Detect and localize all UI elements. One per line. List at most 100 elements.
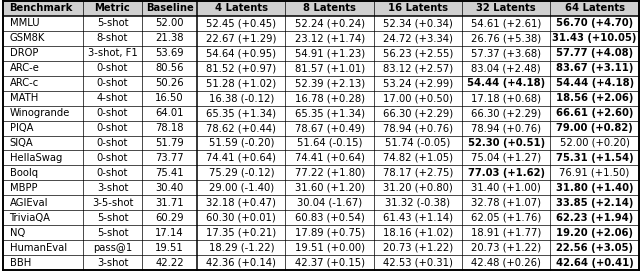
- Text: 51.59 (-0.20): 51.59 (-0.20): [209, 138, 274, 148]
- Text: 3-5-shot: 3-5-shot: [92, 198, 133, 208]
- Text: 52.00 (+0.20): 52.00 (+0.20): [559, 138, 630, 148]
- Text: 32 Latents: 32 Latents: [476, 3, 536, 13]
- Text: 17.35 (+0.21): 17.35 (+0.21): [206, 228, 276, 238]
- Text: 31.32 (-0.38): 31.32 (-0.38): [385, 198, 451, 208]
- Text: 42.53 (+0.31): 42.53 (+0.31): [383, 258, 453, 268]
- Text: 30.40: 30.40: [156, 183, 184, 193]
- Text: HellaSwag: HellaSwag: [10, 153, 62, 163]
- Text: pass@1: pass@1: [93, 243, 132, 253]
- Text: 18.56 (+2.06): 18.56 (+2.06): [556, 93, 633, 103]
- Text: 19.20 (+2.06): 19.20 (+2.06): [556, 228, 633, 238]
- Text: 77.22 (+1.80): 77.22 (+1.80): [294, 168, 365, 178]
- Bar: [83, 1, 142, 15]
- Text: Boolq: Boolq: [10, 168, 38, 178]
- Bar: [550, 1, 639, 15]
- Text: 19.51 (+0.00): 19.51 (+0.00): [294, 243, 365, 253]
- Text: 51.79: 51.79: [156, 138, 184, 148]
- Text: 17.00 (+0.50): 17.00 (+0.50): [383, 93, 453, 103]
- Text: Metric: Metric: [95, 3, 131, 13]
- Text: 17.14: 17.14: [156, 228, 184, 238]
- Text: 66.30 (+2.29): 66.30 (+2.29): [383, 108, 453, 118]
- Text: 52.24 (+0.24): 52.24 (+0.24): [294, 18, 365, 28]
- Text: 78.17 (+2.75): 78.17 (+2.75): [383, 168, 453, 178]
- Text: PIQA: PIQA: [10, 123, 33, 133]
- Text: 54.44 (+4.18): 54.44 (+4.18): [467, 78, 545, 88]
- Text: 5-shot: 5-shot: [97, 228, 128, 238]
- Text: 51.74 (-0.05): 51.74 (-0.05): [385, 138, 451, 148]
- Bar: [142, 1, 197, 15]
- Text: MMLU: MMLU: [10, 18, 39, 28]
- Text: AGIEval: AGIEval: [10, 198, 48, 208]
- Text: 31.40 (+1.00): 31.40 (+1.00): [472, 183, 541, 193]
- Text: 79.00 (+0.82): 79.00 (+0.82): [556, 123, 633, 133]
- Text: 4-shot: 4-shot: [97, 93, 128, 103]
- Text: 81.57 (+1.01): 81.57 (+1.01): [294, 63, 365, 73]
- Text: 16.78 (+0.28): 16.78 (+0.28): [294, 93, 365, 103]
- Text: 74.41 (+0.64): 74.41 (+0.64): [294, 153, 365, 163]
- Text: 81.52 (+0.97): 81.52 (+0.97): [206, 63, 276, 73]
- Text: 66.30 (+2.29): 66.30 (+2.29): [471, 108, 541, 118]
- Text: 60.83 (+0.54): 60.83 (+0.54): [295, 213, 365, 223]
- Text: 30.04 (-1.67): 30.04 (-1.67): [297, 198, 362, 208]
- Text: 57.37 (+3.68): 57.37 (+3.68): [471, 48, 541, 58]
- Text: 52.45 (+0.45): 52.45 (+0.45): [206, 18, 276, 28]
- Text: 56.23 (+2.55): 56.23 (+2.55): [383, 48, 453, 58]
- Text: MATH: MATH: [10, 93, 38, 103]
- Text: 64 Latents: 64 Latents: [564, 3, 625, 13]
- Bar: [374, 1, 462, 15]
- Text: 3-shot: 3-shot: [97, 183, 128, 193]
- Text: 16.50: 16.50: [156, 93, 184, 103]
- Text: 32.18 (+0.47): 32.18 (+0.47): [207, 198, 276, 208]
- Text: 18.91 (+1.77): 18.91 (+1.77): [471, 228, 541, 238]
- Text: 18.16 (+1.02): 18.16 (+1.02): [383, 228, 453, 238]
- Text: 75.31 (+1.54): 75.31 (+1.54): [556, 153, 634, 163]
- Text: 42.36 (+0.14): 42.36 (+0.14): [207, 258, 276, 268]
- Text: 75.04 (+1.27): 75.04 (+1.27): [471, 153, 541, 163]
- Text: 19.51: 19.51: [156, 243, 184, 253]
- Text: Winogrande: Winogrande: [10, 108, 70, 118]
- Text: 0-shot: 0-shot: [97, 168, 128, 178]
- Text: 61.43 (+1.14): 61.43 (+1.14): [383, 213, 453, 223]
- Text: 4 Latents: 4 Latents: [215, 3, 268, 13]
- Text: 74.41 (+0.64): 74.41 (+0.64): [207, 153, 276, 163]
- Text: NQ: NQ: [10, 228, 25, 238]
- Text: 57.77 (+4.08): 57.77 (+4.08): [556, 48, 633, 58]
- Text: 51.64 (-0.15): 51.64 (-0.15): [297, 138, 362, 148]
- Text: 66.61 (+2.60): 66.61 (+2.60): [556, 108, 633, 118]
- Text: 24.72 (+3.34): 24.72 (+3.34): [383, 33, 453, 43]
- Bar: [197, 1, 285, 15]
- Text: 17.89 (+0.75): 17.89 (+0.75): [294, 228, 365, 238]
- Text: 31.71: 31.71: [156, 198, 184, 208]
- Text: 23.12 (+1.74): 23.12 (+1.74): [294, 33, 365, 43]
- Text: 76.91 (+1.50): 76.91 (+1.50): [559, 168, 630, 178]
- Text: 60.30 (+0.01): 60.30 (+0.01): [207, 213, 276, 223]
- Text: GSM8K: GSM8K: [10, 33, 45, 43]
- Text: 5-shot: 5-shot: [97, 213, 128, 223]
- Text: 78.62 (+0.44): 78.62 (+0.44): [207, 123, 276, 133]
- Text: 75.29 (-0.12): 75.29 (-0.12): [209, 168, 274, 178]
- Text: 53.69: 53.69: [156, 48, 184, 58]
- Text: 42.37 (+0.15): 42.37 (+0.15): [294, 258, 365, 268]
- Text: 0-shot: 0-shot: [97, 108, 128, 118]
- Text: 52.39 (+2.13): 52.39 (+2.13): [294, 78, 365, 88]
- Text: 50.26: 50.26: [156, 78, 184, 88]
- Text: 17.18 (+0.68): 17.18 (+0.68): [471, 93, 541, 103]
- Text: 31.20 (+0.80): 31.20 (+0.80): [383, 183, 453, 193]
- Text: 75.41: 75.41: [156, 168, 184, 178]
- Text: 54.91 (+1.23): 54.91 (+1.23): [294, 48, 365, 58]
- Text: 42.64 (+0.41): 42.64 (+0.41): [556, 258, 634, 268]
- Text: 73.77: 73.77: [156, 153, 184, 163]
- Text: HumanEval: HumanEval: [10, 243, 67, 253]
- Text: Benchmark: Benchmark: [10, 3, 73, 13]
- Text: MBPP: MBPP: [10, 183, 37, 193]
- Text: 29.00 (-1.40): 29.00 (-1.40): [209, 183, 274, 193]
- Text: 22.56 (+3.05): 22.56 (+3.05): [556, 243, 633, 253]
- Text: 56.70 (+4.70): 56.70 (+4.70): [556, 18, 633, 28]
- Text: BBH: BBH: [10, 258, 31, 268]
- Text: 62.23 (+1.94): 62.23 (+1.94): [556, 213, 633, 223]
- Text: 0-shot: 0-shot: [97, 153, 128, 163]
- Text: 22.67 (+1.29): 22.67 (+1.29): [206, 33, 276, 43]
- Text: 0-shot: 0-shot: [97, 78, 128, 88]
- Text: 64.01: 64.01: [156, 108, 184, 118]
- Text: TriviaQA: TriviaQA: [10, 213, 51, 223]
